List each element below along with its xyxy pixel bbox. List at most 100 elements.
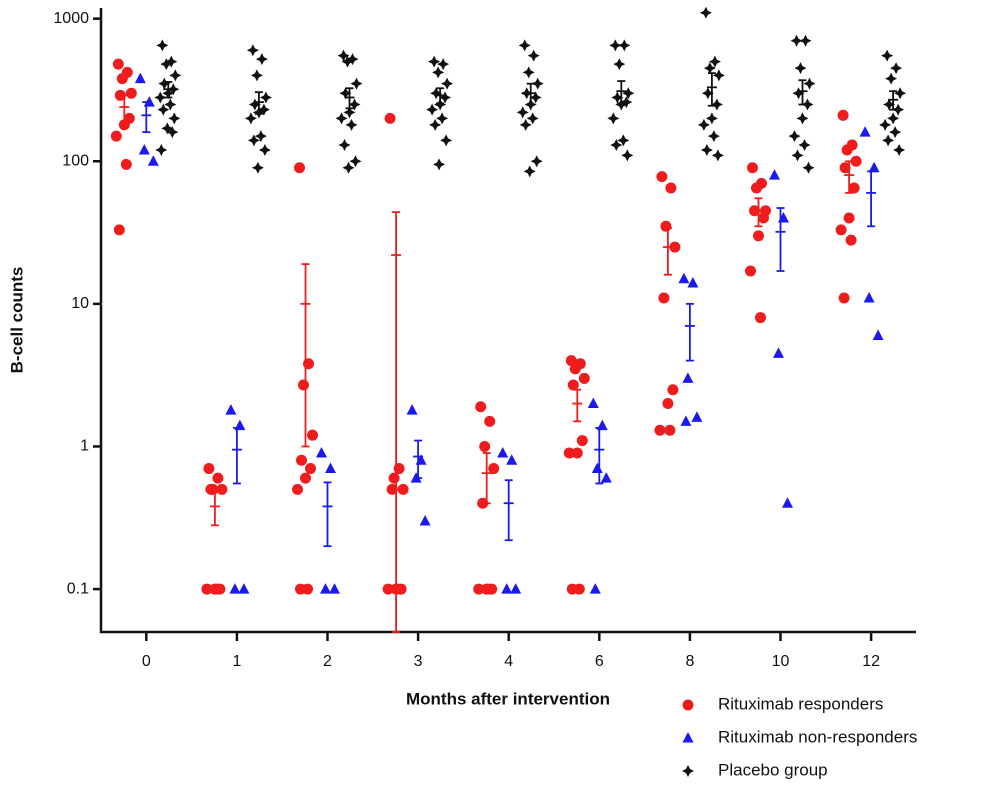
- data-point: [523, 165, 536, 178]
- data-point: [751, 182, 762, 194]
- data-point: [337, 49, 350, 62]
- data-point: [428, 55, 441, 68]
- data-point: [589, 583, 601, 594]
- data-point: [682, 372, 694, 383]
- data-point: [238, 583, 250, 594]
- data-point: [254, 130, 267, 143]
- data-point: [419, 515, 431, 526]
- data-point: [859, 126, 871, 137]
- data-point: [248, 98, 261, 111]
- legend-marker: [682, 732, 694, 743]
- data-point: [892, 103, 905, 116]
- data-point: [839, 162, 851, 174]
- data-point: [656, 171, 668, 183]
- data-point: [838, 292, 850, 304]
- data-point: [169, 69, 182, 82]
- data-point: [211, 583, 223, 595]
- data-point: [530, 155, 543, 168]
- data-point: [475, 401, 487, 413]
- data-point: [510, 583, 522, 594]
- y-tick-label: 100: [62, 152, 89, 169]
- data-point: [872, 329, 884, 341]
- data-point: [662, 398, 674, 410]
- data-point: [345, 118, 358, 131]
- data-point: [212, 472, 224, 484]
- data-point: [567, 379, 579, 391]
- data-point: [342, 161, 355, 174]
- data-point: [251, 161, 264, 174]
- data-point: [788, 130, 801, 143]
- data-point: [436, 112, 449, 125]
- data-point: [307, 429, 318, 441]
- data-point: [798, 139, 811, 152]
- data-point: [201, 583, 213, 595]
- data-point: [349, 155, 362, 168]
- x-tick-label: 12: [862, 653, 880, 670]
- data-point: [216, 483, 228, 495]
- data-point: [753, 230, 764, 242]
- data-point: [531, 77, 544, 90]
- data-point: [479, 440, 491, 452]
- data-point: [225, 404, 237, 415]
- data-point: [613, 58, 626, 71]
- data-point: [166, 126, 179, 139]
- data-point: [203, 463, 215, 475]
- data-point: [529, 91, 542, 104]
- y-tick-label: 0.1: [67, 580, 89, 597]
- data-point: [257, 103, 270, 116]
- data-point: [703, 62, 716, 75]
- data-point: [799, 34, 812, 47]
- data-point: [343, 106, 356, 119]
- legend-marker: [682, 765, 694, 777]
- data-point: [300, 472, 311, 484]
- data-point: [329, 583, 340, 594]
- data-point: [571, 447, 583, 459]
- data-point: [697, 118, 710, 131]
- data-point: [325, 462, 336, 474]
- legend-label: Rituximab responders: [718, 694, 883, 713]
- data-point: [710, 98, 723, 111]
- data-point: [292, 483, 303, 495]
- data-point: [339, 87, 352, 100]
- data-point: [386, 483, 398, 495]
- data-point: [609, 39, 622, 52]
- data-point: [338, 139, 351, 152]
- data-point: [607, 112, 620, 125]
- data-point: [112, 58, 124, 70]
- data-point: [566, 583, 578, 595]
- data-point: [426, 103, 439, 116]
- data-point: [258, 143, 271, 156]
- data-point: [168, 112, 181, 125]
- data-point: [527, 49, 540, 62]
- data-point: [392, 583, 404, 595]
- x-tick-label: 2: [323, 653, 332, 670]
- data-point: [755, 312, 766, 324]
- data-point: [350, 77, 363, 90]
- data-point: [519, 118, 532, 131]
- data-point: [246, 44, 259, 57]
- x-tick-label: 0: [142, 653, 151, 670]
- data-point: [600, 472, 612, 483]
- data-point: [680, 415, 692, 426]
- data-point: [320, 583, 331, 594]
- data-point: [578, 372, 590, 384]
- data-point: [440, 134, 453, 147]
- data-point: [434, 98, 447, 111]
- data-point: [654, 424, 666, 436]
- x-tick-label: 1: [232, 653, 241, 670]
- data-point: [563, 447, 575, 459]
- data-point: [587, 397, 599, 409]
- data-point: [348, 98, 361, 111]
- data-point: [156, 39, 169, 52]
- data-point: [388, 472, 400, 484]
- data-point: [158, 77, 171, 90]
- data-point: [247, 134, 260, 147]
- data-point: [889, 126, 902, 139]
- data-point: [801, 98, 814, 111]
- data-point: [298, 379, 309, 391]
- data-point: [669, 241, 681, 253]
- data-point: [294, 162, 305, 174]
- x-tick-label: 8: [685, 653, 694, 670]
- data-point: [711, 149, 724, 162]
- data-point: [712, 69, 725, 82]
